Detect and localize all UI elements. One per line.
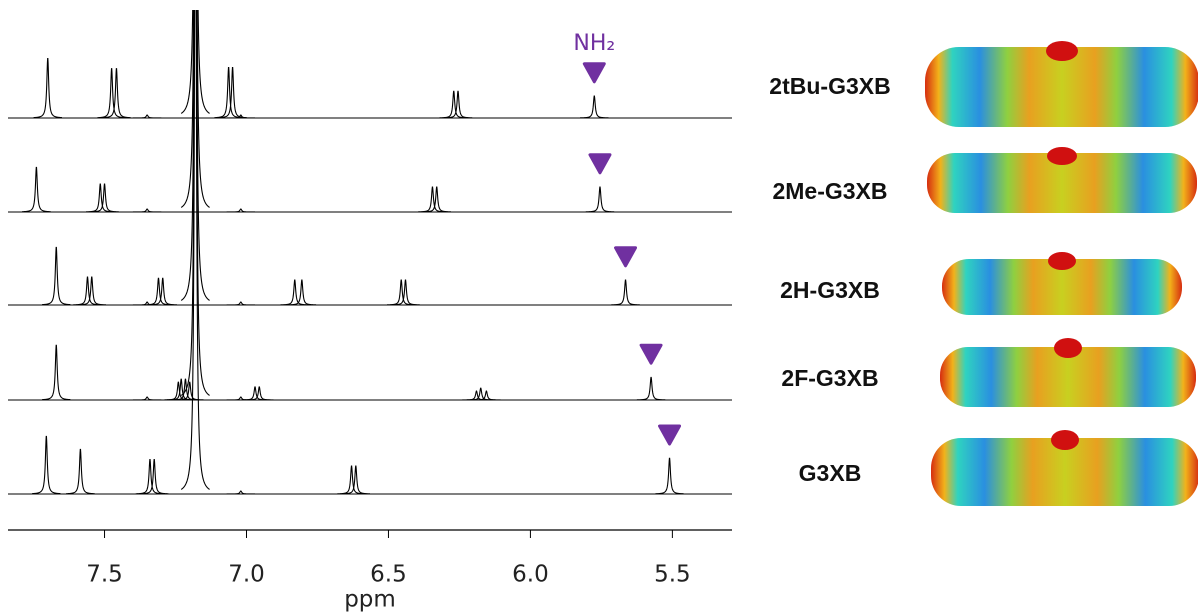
x-tick-label: 5.5 xyxy=(654,562,691,588)
esp-map xyxy=(1048,252,1076,270)
peak xyxy=(22,167,50,211)
peak xyxy=(444,91,472,118)
series-label: G3XB xyxy=(799,460,862,486)
peak xyxy=(218,68,246,118)
peak xyxy=(181,0,209,113)
series-label: 2Me-G3XB xyxy=(772,178,887,204)
peak xyxy=(181,0,209,489)
annotation: NH₂ xyxy=(573,31,615,56)
peak xyxy=(467,388,495,400)
peak xyxy=(418,187,446,212)
series-label: 2H-G3XB xyxy=(780,277,880,303)
esp-map xyxy=(1047,147,1077,165)
peak xyxy=(586,187,614,212)
x-tick-label: 7.0 xyxy=(228,562,265,588)
peak xyxy=(144,278,172,305)
peak xyxy=(655,458,683,493)
peak xyxy=(140,460,168,494)
peak xyxy=(181,0,209,207)
peak xyxy=(181,0,209,395)
peak xyxy=(136,460,164,494)
peak xyxy=(391,280,419,305)
peak xyxy=(66,449,94,493)
nh2-marker xyxy=(641,345,661,363)
nh2-marker xyxy=(660,426,680,444)
peak xyxy=(245,387,273,400)
nh2-marker xyxy=(590,155,610,173)
chart: ppm 7.5 7.0 6.5 6.0 5.5 NH₂ 2tBu-G3XB 2Me-G3XB 2… xyxy=(0,0,1198,613)
peak xyxy=(42,247,70,304)
x-tick-label: 6.0 xyxy=(512,562,549,588)
peak xyxy=(78,277,106,305)
series-label: 2F-G3XB xyxy=(781,365,878,391)
peak xyxy=(90,184,118,212)
peak xyxy=(73,277,101,305)
peak xyxy=(102,69,130,118)
peak xyxy=(34,59,62,118)
peak xyxy=(337,466,365,494)
esp-map xyxy=(1046,41,1078,61)
x-axis-label: ppm xyxy=(344,587,396,613)
peak xyxy=(149,278,177,305)
peak xyxy=(637,377,665,399)
series-label: 2tBu-G3XB xyxy=(769,73,890,99)
peak xyxy=(214,68,242,118)
peak xyxy=(241,387,269,400)
nh2-marker xyxy=(616,248,636,266)
peak xyxy=(86,184,114,212)
peak xyxy=(342,466,370,494)
esp-map xyxy=(1054,338,1082,358)
peak xyxy=(423,187,451,212)
esp-maps xyxy=(925,41,1198,506)
peak xyxy=(42,345,70,399)
x-tick-label: 6.5 xyxy=(370,562,407,588)
peak xyxy=(440,91,468,118)
nh2-marker xyxy=(584,64,604,82)
esp-map xyxy=(1051,430,1079,450)
peak xyxy=(611,280,639,305)
peak xyxy=(97,69,125,118)
peak xyxy=(32,436,60,493)
peak xyxy=(580,96,608,118)
x-tick-label: 7.5 xyxy=(86,562,123,588)
peak xyxy=(181,0,209,300)
peak xyxy=(387,280,415,305)
